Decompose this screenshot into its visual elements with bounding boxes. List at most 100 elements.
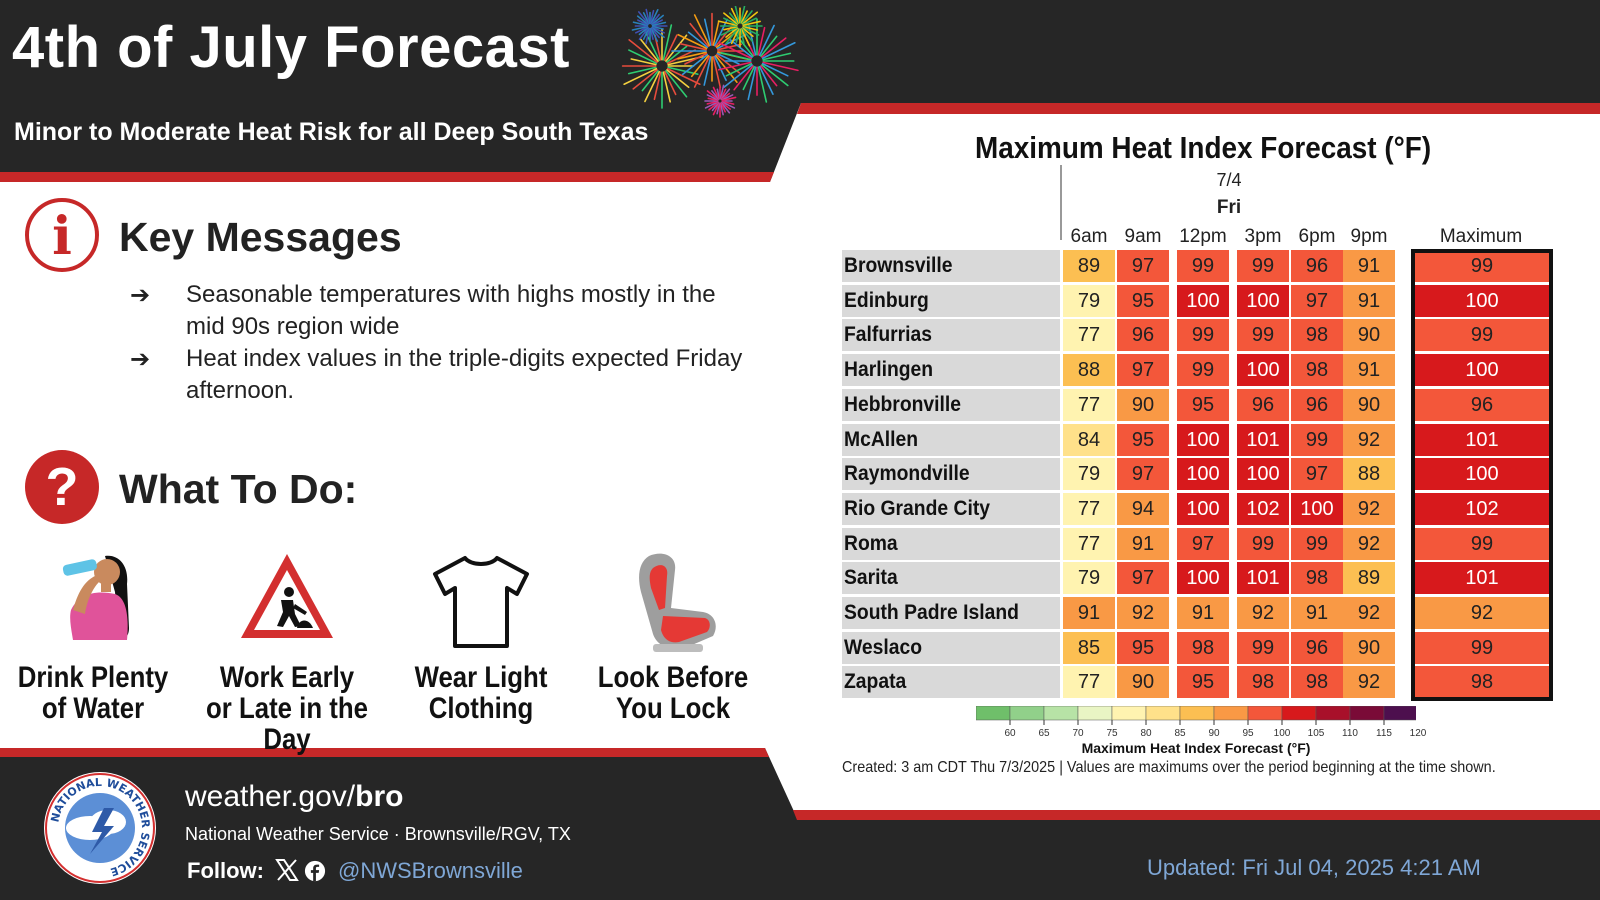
- column-header: 6pm: [1298, 226, 1336, 247]
- heat-index-cell: 90: [1343, 389, 1395, 421]
- color-scale-bin: [1043, 706, 1079, 721]
- table-row: [842, 666, 1060, 698]
- color-scale-tick-label: 85: [1174, 728, 1186, 739]
- info-icon: i: [25, 198, 99, 272]
- heat-index-cell: 97: [1117, 562, 1169, 594]
- heat-index-cell: 88: [1063, 354, 1115, 386]
- tip-label: Drink Plenty of Water: [17, 661, 169, 725]
- max-heat-index-cell: 100: [1415, 354, 1549, 386]
- column-header: 3pm: [1244, 226, 1282, 247]
- tip-label: Work Early or Late in the Day: [205, 661, 368, 756]
- city-name: Edinburg: [844, 289, 929, 312]
- city-name: McAllen: [844, 428, 919, 451]
- maximum-column-frame: [1411, 249, 1553, 701]
- heat-index-cell: 99: [1177, 319, 1229, 351]
- max-heat-index-cell: 99: [1415, 528, 1549, 560]
- city-name: Hebbronville: [844, 393, 962, 416]
- max-heat-index-cell: 101: [1415, 562, 1549, 594]
- office-name: National Weather Service · Brownsville/R…: [185, 824, 571, 844]
- color-scale-bin: [1145, 706, 1181, 721]
- heat-index-cell: 95: [1117, 285, 1169, 317]
- city-name: South Padre Island: [844, 601, 1019, 624]
- table-row: [842, 319, 1060, 351]
- column-header: 6am: [1070, 226, 1108, 247]
- heat-index-cell: 91: [1177, 597, 1229, 629]
- heat-index-cell: 99: [1177, 250, 1229, 282]
- column-header: 12pm: [1179, 226, 1227, 247]
- table-row: [842, 528, 1060, 560]
- follow-label: Follow:: [187, 858, 264, 883]
- heat-index-cell: 99: [1291, 424, 1343, 456]
- arrow-right-icon: ➔: [130, 281, 151, 309]
- heat-index-cell: 100: [1177, 458, 1229, 490]
- heat-index-cell: 91: [1063, 597, 1115, 629]
- heat-index-cell: 92: [1343, 528, 1395, 560]
- drinking-water-icon: [62, 555, 129, 640]
- city-name: Falfurrias: [844, 323, 933, 346]
- key-message-item: ➔ Heat index values in the triple-digits…: [130, 343, 742, 409]
- heat-index-cell: 96: [1237, 389, 1289, 421]
- heat-index-cell: 90: [1343, 632, 1395, 664]
- color-scale-tick-label: 75: [1106, 728, 1118, 739]
- firework-burst: [717, 6, 763, 48]
- key-message-text: Seasonable temperatures with highs mostl…: [186, 281, 716, 340]
- heat-index-cell: 99: [1237, 632, 1289, 664]
- forecast-date: 7/4: [1216, 170, 1242, 190]
- table-row: [842, 354, 1060, 386]
- color-scale-tick-label: 100: [1273, 728, 1291, 739]
- heat-index-cell: 77: [1063, 319, 1115, 351]
- color-scale-tick-label: 80: [1140, 728, 1152, 739]
- heat-index-cell: 90: [1117, 389, 1169, 421]
- heat-index-cell: 100: [1237, 354, 1289, 386]
- heat-index-cell: 91: [1343, 285, 1395, 317]
- max-heat-index-cell: 101: [1415, 424, 1549, 456]
- tip-drink-water: Drink Plenty of Water: [0, 548, 188, 733]
- key-message-text: Heat index values in the triple-digits e…: [186, 345, 743, 404]
- updated-timestamp: Updated: Fri Jul 04, 2025 4:21 AM: [1147, 855, 1481, 880]
- color-scale-bin: [1179, 706, 1215, 721]
- tip-work-early: Work Early or Late in the Day: [192, 548, 382, 755]
- table-row: [842, 424, 1060, 456]
- heat-index-cell: 99: [1177, 354, 1229, 386]
- table-title: Maximum Heat Index Forecast (°F): [975, 130, 1432, 165]
- heat-index-cell: 79: [1063, 285, 1115, 317]
- table-row: [842, 597, 1060, 629]
- table-row: [842, 285, 1060, 317]
- heat-index-cell: 92: [1343, 597, 1395, 629]
- website-link[interactable]: weather.gov/bro: [185, 780, 404, 813]
- facebook-icon[interactable]: [304, 860, 326, 882]
- heat-index-cell: 100: [1177, 562, 1229, 594]
- heat-index-cell: 97: [1117, 354, 1169, 386]
- x-icon[interactable]: [275, 858, 299, 882]
- heat-index-cell: 94: [1117, 493, 1169, 525]
- page-title: 4th of July Forecast: [12, 15, 570, 80]
- heat-index-cell: 97: [1291, 285, 1343, 317]
- heat-index-cell: 98: [1291, 319, 1343, 351]
- heat-index-cell: 92: [1117, 597, 1169, 629]
- column-header-maximum: Maximum: [1439, 226, 1523, 247]
- heat-index-cell: 92: [1343, 493, 1395, 525]
- city-name: Rio Grande City: [844, 497, 991, 520]
- color-scale-label: Maximum Heat Index Forecast (°F): [1081, 740, 1311, 756]
- tip-light-clothing: Wear Light Clothing: [386, 548, 576, 733]
- forecast-day: Fri: [1216, 197, 1242, 218]
- construction-sign-icon: [241, 554, 333, 638]
- t-shirt-icon: [433, 556, 529, 648]
- table-row: [842, 632, 1060, 664]
- heat-index-cell: 100: [1177, 285, 1229, 317]
- social-handle[interactable]: @NWSBrownsville: [338, 858, 523, 883]
- heat-index-cell: 90: [1117, 666, 1169, 698]
- created-note: Created: 3 am CDT Thu 7/3/2025 | Values …: [842, 759, 1496, 776]
- max-heat-index-cell: 99: [1415, 319, 1549, 351]
- heat-index-cell: 98: [1291, 562, 1343, 594]
- city-name: Harlingen: [844, 358, 934, 381]
- max-heat-index-cell: 99: [1415, 250, 1549, 282]
- color-scale-tick-label: 60: [1004, 728, 1016, 739]
- city-name: Sarita: [844, 566, 898, 589]
- max-heat-index-cell: 100: [1415, 285, 1549, 317]
- table-row: [842, 493, 1060, 525]
- nws-logo: NATIONAL WEATHER SERVICE: [44, 772, 156, 884]
- max-heat-index-cell: 98: [1415, 666, 1549, 698]
- heat-index-cell: 95: [1117, 424, 1169, 456]
- heat-index-cell: 90: [1343, 319, 1395, 351]
